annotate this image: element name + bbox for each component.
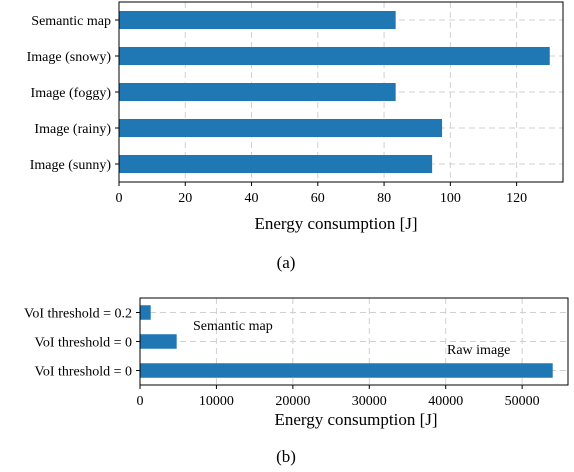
chart-b-annotation-raw-image: Raw image	[447, 343, 510, 358]
chart-a-ylabel-2: Image (foggy)	[31, 86, 112, 101]
chart-b-xticklabel-0: 0	[137, 394, 144, 409]
chart-a-bar-3	[119, 119, 443, 137]
chart-b-bar-1	[140, 334, 177, 349]
chart-a-xticklabel-2: 40	[245, 191, 259, 206]
chart-b-xticklabel-2: 20000	[275, 394, 310, 409]
chart-b-bar-0	[140, 305, 151, 320]
chart-a-ylabel-0: Semantic map	[31, 14, 111, 29]
chart-b-caption: (b)	[276, 447, 296, 466]
chart-b-ylabel-0: VoI threshold = 0.2	[24, 307, 132, 322]
chart-a-ylabel-1: Image (snowy)	[27, 50, 112, 65]
chart-a-xticklabel-5: 100	[440, 191, 461, 206]
chart-a-ylabel-3: Image (rainy)	[34, 122, 111, 137]
chart-a-xticklabel-0: 0	[116, 191, 123, 206]
chart-b-xticklabel-1: 10000	[199, 394, 234, 409]
chart-a-frame	[118, 1, 564, 183]
chart-a-bar-0	[119, 11, 396, 29]
chart-b-xticklabel-3: 30000	[352, 394, 387, 409]
chart-a-bar-4	[119, 155, 433, 173]
chart-b-bar-2	[140, 363, 553, 378]
chart-a-caption: (a)	[277, 253, 296, 272]
chart-a-bar-2	[119, 83, 396, 101]
chart-a-xticklabel-1: 20	[178, 191, 192, 206]
chart-a-ylabel-4: Image (sunny)	[30, 158, 112, 173]
chart-b-ylabel-1: VoI threshold = 0	[35, 336, 132, 351]
chart-b-xlabel: Energy consumption [J]	[274, 410, 437, 429]
chart-a-xticklabel-3: 60	[311, 191, 325, 206]
chart-b-ylabel-2: VoI threshold = 0	[35, 365, 132, 380]
chart-a-xlabel: Energy consumption [J]	[254, 214, 417, 233]
chart-a-bar-1	[119, 47, 550, 65]
chart-a-xticklabel-6: 120	[506, 191, 527, 206]
chart-b: VoI threshold = 0.2 VoI threshold = 0 VoI …	[24, 297, 569, 409]
chart-b-frame	[139, 297, 569, 386]
chart-b-xticklabel-5: 50000	[505, 394, 540, 409]
chart-a: Semantic map Image (snowy) Image (foggy) Im…	[27, 1, 564, 206]
chart-b-xticklabel-4: 40000	[428, 394, 463, 409]
chart-a-xticklabel-4: 80	[377, 191, 391, 206]
chart-b-annotation-semantic-map: Semantic map	[193, 319, 273, 334]
